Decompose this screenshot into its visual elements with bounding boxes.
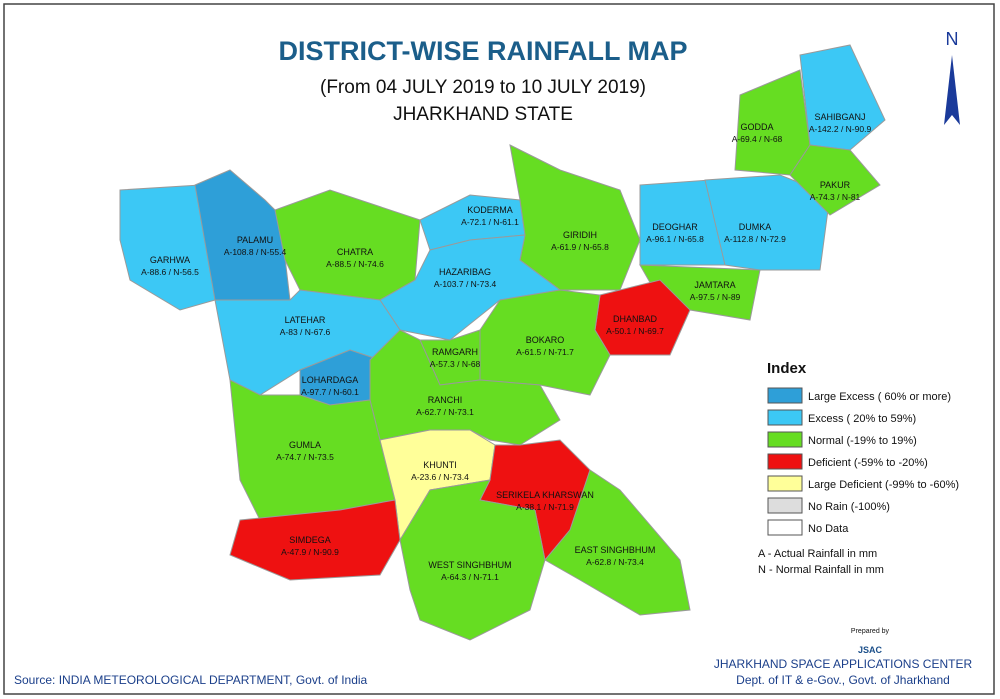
district-rainfall: A-72.1 / N-61.1 <box>461 217 519 227</box>
subtitle: (From 04 JULY 2019 to 10 JULY 2019) <box>320 77 646 98</box>
district-rainfall: A-62.8 / N-73.4 <box>586 557 644 567</box>
district-name: WEST SINGHBHUM <box>428 560 511 570</box>
district-name: DHANBAD <box>613 314 658 324</box>
district-name: KODERMA <box>467 205 513 215</box>
legend-label: No Rain (-100%) <box>808 501 890 513</box>
district-rainfall: A-88.6 / N-56.5 <box>141 267 199 277</box>
state: JHARKHAND STATE <box>393 104 573 125</box>
org-dept: Dept. of IT & e-Gov., Govt. of Jharkhand <box>736 673 950 687</box>
district-east-singhbhum <box>544 469 691 616</box>
legend-swatch <box>767 497 803 514</box>
north-label: N <box>946 29 959 49</box>
district-name: SERIKELA KHARSWAN <box>496 490 594 500</box>
district-rainfall: A-61.9 / N-65.8 <box>551 242 609 252</box>
district-giridih <box>509 144 641 291</box>
district-rainfall: A-69.4 / N-68 <box>732 134 783 144</box>
legend-swatch <box>767 409 803 426</box>
district-rainfall: A-61.5 / N-71.7 <box>516 347 574 357</box>
source: Source: INDIA METEOROLOGICAL DEPARTMENT,… <box>14 673 368 687</box>
org-name: JHARKHAND SPACE APPLICATIONS CENTER <box>714 657 973 671</box>
district-name: PALAMU <box>237 235 273 245</box>
legend-label: No Data <box>808 523 849 535</box>
district-rainfall: A-112.8 / N-72.9 <box>724 234 786 244</box>
district-rainfall: A-97.7 / N-60.1 <box>301 387 359 397</box>
title: DISTRICT-WISE RAINFALL MAP <box>279 36 688 66</box>
legend-label: Large Excess ( 60% or more) <box>808 391 951 403</box>
district-name: BOKARO <box>526 335 565 345</box>
district-name: GARHWA <box>150 255 190 265</box>
district-name: SIMDEGA <box>289 535 331 545</box>
logo-text: JSAC <box>858 645 883 655</box>
legend-label: Deficient (-59% to -20%) <box>808 457 928 469</box>
district-rainfall: A-64.3 / N-71.1 <box>441 572 499 582</box>
district-rainfall: A-96.1 / N-65.8 <box>646 234 704 244</box>
district-name: DUMKA <box>739 222 772 232</box>
district-name: CHATRA <box>337 247 373 257</box>
note: N - Normal Rainfall in mm <box>758 564 884 576</box>
district-simdega <box>229 499 401 581</box>
district-dumka <box>704 174 831 271</box>
district-name: LOHARDAGA <box>302 375 359 385</box>
district-name: PAKUR <box>820 180 851 190</box>
legend-swatch <box>767 475 803 492</box>
note: A - Actual Rainfall in mm <box>758 548 877 560</box>
legend-items: Large Excess ( 60% or more) Excess ( 20% … <box>767 387 959 536</box>
district-sahibganj <box>799 44 886 151</box>
legend-title: Index <box>767 360 807 377</box>
district-rainfall: A-50.1 / N-69.7 <box>606 326 664 336</box>
district-rainfall: A-47.9 / N-90.9 <box>281 547 339 557</box>
legend: Index Large Excess ( 60% or more) Excess … <box>758 360 959 576</box>
district-rainfall: A-38.1 / N-71.9 <box>516 502 574 512</box>
legend-label: Large Deficient (-99% to -60%) <box>808 479 959 491</box>
legend-label: Excess ( 20% to 59%) <box>808 413 916 425</box>
district-pakur <box>789 144 881 216</box>
district-rainfall: A-142.2 / N-90.9 <box>809 124 872 134</box>
district-name: SAHIBGANJ <box>814 112 865 122</box>
district-hazaribag <box>379 234 562 341</box>
district-name: RANCHI <box>428 395 463 405</box>
district-rainfall: A-108.8 / N-55.4 <box>224 247 287 257</box>
prepared-by: Prepared by <box>851 628 890 635</box>
district-rainfall: A-23.6 / N-73.4 <box>411 472 469 482</box>
districts <box>119 44 886 641</box>
legend-swatch <box>767 431 803 448</box>
district-rainfall: A-83 / N-67.6 <box>280 327 331 337</box>
district-rainfall: A-103.7 / N-73.4 <box>434 279 497 289</box>
district-rainfall: A-74.7 / N-73.5 <box>276 452 334 462</box>
legend-swatch <box>767 453 803 470</box>
district-gumla <box>229 379 396 521</box>
district-name: RAMGARH <box>432 347 478 357</box>
district-name: JAMTARA <box>694 280 735 290</box>
district-rainfall: A-88.5 / N-74.6 <box>326 259 384 269</box>
district-name: HAZARIBAG <box>439 267 491 277</box>
district-name: KHUNTI <box>423 460 457 470</box>
district-rainfall: A-74.3 / N-81 <box>810 192 861 202</box>
north-arrow: N <box>944 29 960 125</box>
district-rainfall: A-62.7 / N-73.1 <box>416 407 474 417</box>
legend-swatch <box>767 519 803 536</box>
district-name: GIRIDIH <box>563 230 597 240</box>
district-name: GODDA <box>740 122 773 132</box>
district-name: DEOGHAR <box>652 222 698 232</box>
north-arrow-shape <box>944 55 960 125</box>
district-rainfall: A-97.5 / N-89 <box>690 292 741 302</box>
district-rainfall: A-57.3 / N-68 <box>430 359 481 369</box>
district-name: GUMLA <box>289 440 321 450</box>
district-name: EAST SINGHBHUM <box>575 545 656 555</box>
district-labels: GARHWA A-88.6 / N-56.5 PALAMU A-108.8 / N-5… <box>141 112 871 582</box>
district-name: LATEHAR <box>285 315 326 325</box>
legend-swatch <box>767 387 803 404</box>
legend-label: Normal (-19% to 19%) <box>808 435 917 447</box>
